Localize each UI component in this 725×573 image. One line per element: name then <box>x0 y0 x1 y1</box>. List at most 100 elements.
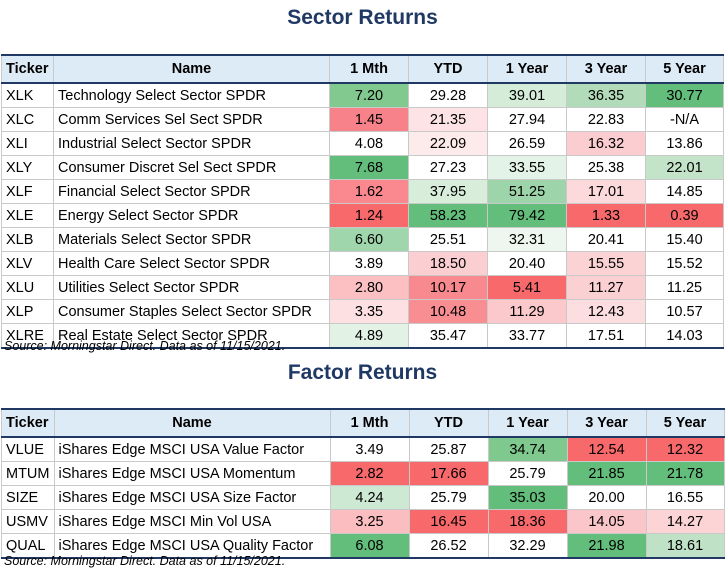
header-ytd: YTD <box>408 54 488 84</box>
return-5-year-cell: 15.52 <box>645 251 724 276</box>
return-5-year-cell: 11.25 <box>645 275 724 300</box>
return-3-year-cell: 14.05 <box>566 509 647 534</box>
return-5-year-cell: 22.01 <box>645 155 724 180</box>
return-1-month-cell: 2.80 <box>329 275 409 300</box>
return-1-year-cell: 51.25 <box>487 179 567 204</box>
return-1-year-cell: 5.41 <box>487 275 567 300</box>
ticker-cell: XLI <box>1 131 54 156</box>
header-5-year: 5 Year <box>645 408 725 438</box>
header-3-year: 3 Year <box>566 408 647 438</box>
return-3-year-cell: 20.41 <box>566 227 646 252</box>
factor-returns-title: Factor Returns <box>287 361 438 384</box>
return-ytd-cell: 16.45 <box>408 509 489 534</box>
table-row: XLB Materials Select Sector SPDR 6.60 25.51… <box>1 227 724 252</box>
table-row: XLY Consumer Discret Sel Sect SPDR 7.68 27.… <box>1 155 724 180</box>
return-5-year-cell: 21.78 <box>645 461 725 486</box>
fund-name-cell: Industrial Select Sector SPDR <box>53 131 330 156</box>
table-row: XLK Technology Select Sector SPDR 7.20 29.2… <box>1 82 724 108</box>
return-3-year-cell: 22.83 <box>566 107 646 132</box>
return-3-year-cell: 15.55 <box>566 251 646 276</box>
return-ytd-cell: 27.23 <box>408 155 488 180</box>
table-row: QUAL iShares Edge MSCI USA Quality Factor… <box>1 533 725 559</box>
return-5-year-cell: 14.03 <box>645 323 724 349</box>
return-1-year-cell: 32.31 <box>487 227 567 252</box>
return-5-year-cell: 18.61 <box>645 533 725 559</box>
fund-name-cell: Real Estate Select Sector SPDR <box>53 323 330 349</box>
return-1-month-cell: 3.49 <box>329 436 410 462</box>
fund-name-cell: Technology Select Sector SPDR <box>53 82 330 108</box>
header-3-year: 3 Year <box>566 54 646 84</box>
return-ytd-cell: 29.28 <box>408 82 488 108</box>
return-ytd-cell: 21.35 <box>408 107 488 132</box>
sector-header-row: Ticker Name 1 Mth YTD 1 Year 3 Year 5 Ye… <box>1 54 724 84</box>
return-1-year-cell: 33.77 <box>487 323 567 349</box>
ticker-cell: XLV <box>1 251 54 276</box>
ticker-cell: VLUE <box>1 436 55 462</box>
header-ticker: Ticker <box>1 54 54 84</box>
return-1-month-cell: 4.08 <box>329 131 409 156</box>
header-1-month: 1 Mth <box>329 408 410 438</box>
return-ytd-cell: 22.09 <box>408 131 488 156</box>
header-name: Name <box>53 54 330 84</box>
return-ytd-cell: 25.87 <box>408 436 489 462</box>
return-ytd-cell: 25.79 <box>408 485 489 510</box>
header-1-year: 1 Year <box>487 54 567 84</box>
ticker-cell: XLC <box>1 107 54 132</box>
fund-name-cell: Utilities Select Sector SPDR <box>53 275 330 300</box>
ticker-cell: XLY <box>1 155 54 180</box>
ticker-cell: USMV <box>1 509 55 534</box>
table-row: MTUM iShares Edge MSCI USA Momentum 2.82 17… <box>1 461 725 486</box>
return-5-year-cell: 14.27 <box>645 509 725 534</box>
sector-returns-table: Ticker Name 1 Mth YTD 1 Year 3 Year 5 Ye… <box>1 54 724 349</box>
return-5-year-cell: 12.32 <box>645 436 725 462</box>
fund-name-cell: iShares Edge MSCI USA Quality Factor <box>53 533 331 559</box>
ticker-cell: XLE <box>1 203 54 228</box>
return-1-month-cell: 6.60 <box>329 227 409 252</box>
return-3-year-cell: 12.54 <box>566 436 647 462</box>
return-5-year-cell: 30.77 <box>645 82 724 108</box>
return-ytd-cell: 37.95 <box>408 179 488 204</box>
table-row: USMV iShares Edge MSCI Min Vol USA 3.25 16.… <box>1 509 725 534</box>
return-3-year-cell: 20.00 <box>566 485 647 510</box>
return-1-year-cell: 20.40 <box>487 251 567 276</box>
table-row: XLV Health Care Select Sector SPDR 3.89 18.… <box>1 251 724 276</box>
ticker-cell: MTUM <box>1 461 55 486</box>
header-name: Name <box>53 408 331 438</box>
factor-source-note: Source: Morningstar Direct. Data as of 1… <box>4 554 286 568</box>
return-1-month-cell: 3.89 <box>329 251 409 276</box>
return-3-year-cell: 17.51 <box>566 323 646 349</box>
ticker-cell: XLK <box>1 82 54 108</box>
return-3-year-cell: 21.98 <box>566 533 647 559</box>
return-3-year-cell: 12.43 <box>566 299 646 324</box>
return-1-year-cell: 32.29 <box>487 533 568 559</box>
return-3-year-cell: 11.27 <box>566 275 646 300</box>
fund-name-cell: Materials Select Sector SPDR <box>53 227 330 252</box>
return-ytd-cell: 26.52 <box>408 533 489 559</box>
return-ytd-cell: 25.51 <box>408 227 488 252</box>
return-1-year-cell: 79.42 <box>487 203 567 228</box>
return-5-year-cell: 16.55 <box>645 485 725 510</box>
fund-name-cell: Consumer Discret Sel Sect SPDR <box>53 155 330 180</box>
return-ytd-cell: 18.50 <box>408 251 488 276</box>
return-1-month-cell: 6.08 <box>329 533 410 559</box>
table-row: XLC Comm Services Sel Sect SPDR 1.45 21.35 2… <box>1 107 724 132</box>
header-1-year: 1 Year <box>487 408 568 438</box>
factor-header-row: Ticker Name 1 Mth YTD 1 Year 3 Year 5 Ye… <box>1 408 725 438</box>
table-row: SIZE iShares Edge MSCI USA Size Factor 4.2… <box>1 485 725 510</box>
header-ytd: YTD <box>408 408 489 438</box>
fund-name-cell: Energy Select Sector SPDR <box>53 203 330 228</box>
return-ytd-cell: 10.48 <box>408 299 488 324</box>
return-3-year-cell: 17.01 <box>566 179 646 204</box>
table-row: VLUE iShares Edge MSCI USA Value Factor 3.… <box>1 436 725 462</box>
return-5-year-cell: 14.85 <box>645 179 724 204</box>
factor-returns-table: Ticker Name 1 Mth YTD 1 Year 3 Year 5 Ye… <box>1 408 725 559</box>
return-ytd-cell: 58.23 <box>408 203 488 228</box>
header-5-year: 5 Year <box>645 54 724 84</box>
fund-name-cell: iShares Edge MSCI USA Value Factor <box>53 436 331 462</box>
return-1-year-cell: 26.59 <box>487 131 567 156</box>
return-5-year-cell: 10.57 <box>645 299 724 324</box>
sector-source-note: Source: Morningstar Direct. Data as of 1… <box>4 339 286 353</box>
return-1-year-cell: 18.36 <box>487 509 568 534</box>
return-1-month-cell: 7.68 <box>329 155 409 180</box>
ticker-cell: XLP <box>1 299 54 324</box>
